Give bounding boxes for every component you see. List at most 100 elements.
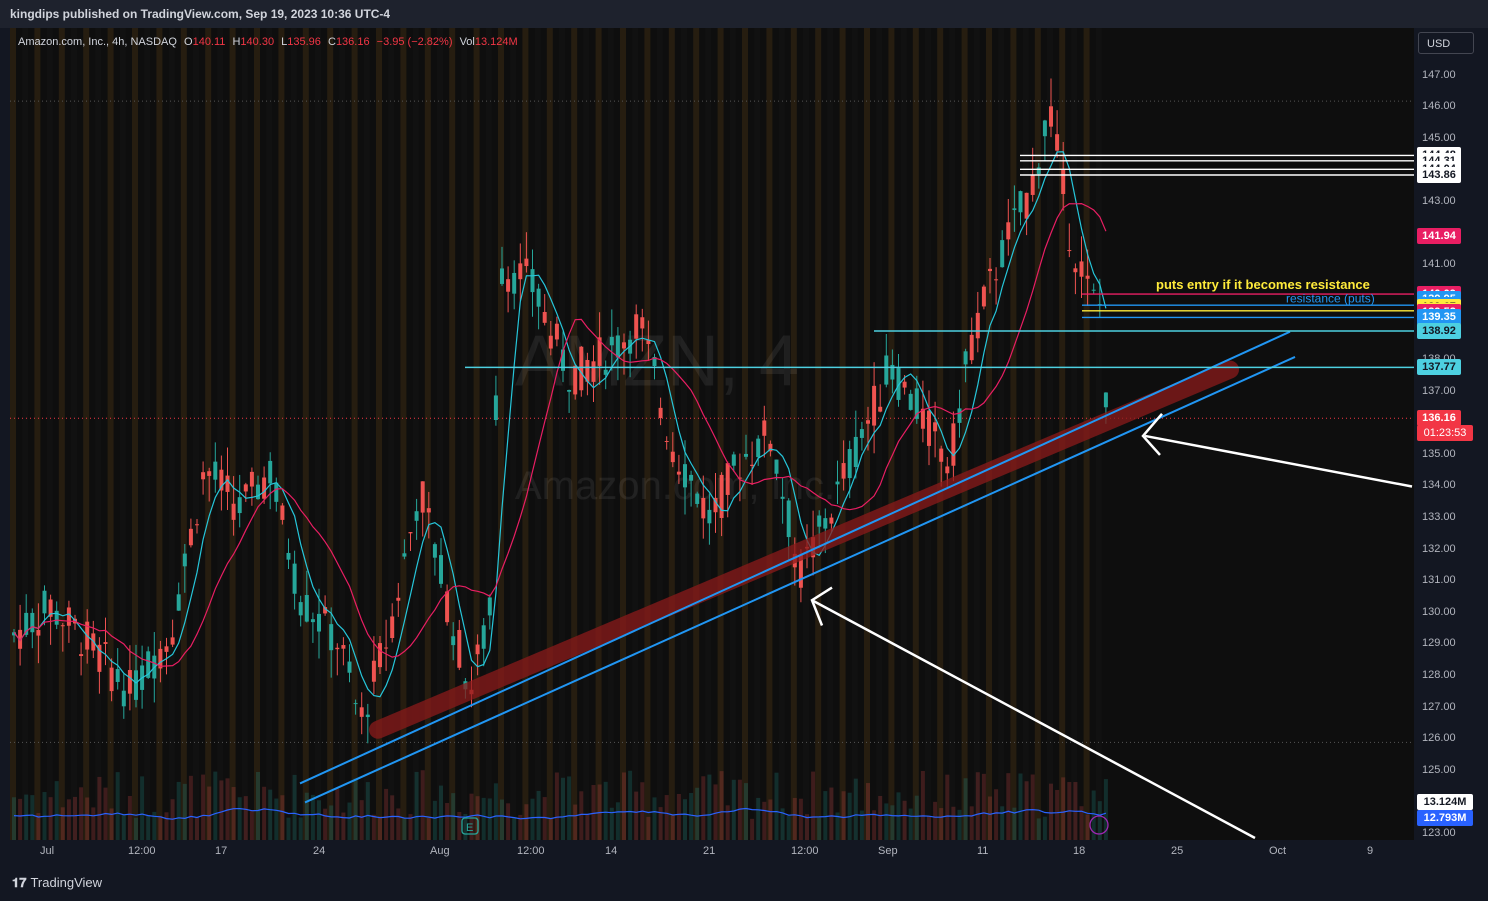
candle-body (134, 670, 138, 700)
volume-bar (1030, 774, 1035, 840)
vol-value: 13.124M (474, 36, 518, 48)
session-stripe (1010, 28, 1017, 840)
volume-bar (634, 791, 639, 840)
volume-bar (475, 796, 480, 840)
puts-entry-annotation: puts entry if it becomes resistance (1156, 277, 1370, 292)
volume-bar (384, 788, 389, 840)
candle-body (561, 349, 565, 371)
price-level-badge: 136.16 (1417, 410, 1461, 427)
volume-bar (1091, 790, 1096, 840)
volume-bar (920, 771, 925, 840)
candle-body (866, 420, 870, 424)
session-stripe (766, 28, 773, 840)
candle-body (512, 272, 517, 294)
session-stripe (34, 28, 41, 840)
candle-body (1067, 250, 1072, 252)
volume-bar (414, 771, 419, 840)
volume-bar (823, 791, 828, 840)
session-stripe (156, 28, 163, 840)
volume-level-badge: 12.793M (1417, 810, 1473, 826)
fast-moving-average-line (13, 151, 1107, 698)
candle-body (872, 385, 877, 426)
candle-body (237, 497, 242, 514)
session-stripe (1047, 28, 1053, 840)
volume-bar (18, 798, 23, 840)
volume-bar (512, 818, 517, 840)
volume-bar (481, 797, 486, 840)
candle-body (24, 612, 29, 635)
volume-bar (207, 786, 212, 840)
volume-bar (561, 777, 565, 840)
candle-body (451, 636, 456, 646)
session-stripe (241, 28, 248, 840)
candle-body (615, 335, 620, 358)
session-stripe (351, 28, 358, 840)
volume-bar (12, 797, 16, 840)
volume-bar (30, 795, 35, 840)
candle-body (670, 451, 675, 463)
price-tick-label: 123.00 (1422, 827, 1456, 839)
slow-moving-average-line (13, 202, 1107, 667)
support-highlight-band (369, 360, 1239, 739)
volume-bar (737, 779, 742, 840)
price-tick-label: 143.00 (1422, 195, 1456, 208)
candle-body (707, 509, 712, 524)
session-stripe (827, 28, 834, 840)
candle-body (994, 279, 999, 281)
candle-body (378, 643, 382, 668)
candle-body (268, 460, 273, 484)
session-stripe (119, 28, 126, 840)
volume-bar (591, 785, 596, 840)
volume-bar (530, 798, 535, 840)
candle-body (1042, 120, 1047, 137)
time-tick-label: 12:00 (791, 845, 819, 857)
volume-bar (750, 818, 755, 840)
open-label: O (184, 36, 193, 48)
candle-body (176, 594, 181, 611)
price-tick-label: 131.00 (1422, 574, 1456, 587)
volume-bar (201, 774, 206, 840)
candle-body (323, 607, 328, 614)
price-tick-label: 129.00 (1422, 637, 1456, 650)
candle-body (524, 258, 529, 267)
volume-bar (121, 814, 126, 840)
session-stripe (876, 28, 883, 840)
volume-bar (853, 778, 858, 840)
low-label: L (281, 36, 288, 48)
publisher-line: kingdips published on TradingView.com, S… (10, 7, 391, 21)
time-tick-label: 24 (313, 845, 326, 857)
session-stripe (327, 28, 334, 840)
time-axis[interactable]: Jul 12:00 17 24 Aug 12:00 14 21 12:00 Sep 11 18 25 Oc… (10, 840, 1414, 864)
price-tick-label: 135.00 (1422, 447, 1456, 460)
volume-bar (317, 800, 321, 840)
volume-bar (335, 788, 340, 840)
session-stripe (1034, 28, 1041, 840)
volume-bar (1079, 806, 1084, 840)
session-stripe (278, 28, 285, 840)
candle-body (121, 690, 126, 707)
candle-body (457, 629, 462, 668)
volume-bar (988, 796, 992, 840)
volume-bar (884, 803, 889, 840)
session-stripe (168, 28, 175, 840)
chart-area[interactable]: AMZN, 4 Amazon.com, Inc. puts entry if it … (10, 28, 1414, 840)
currency-button[interactable]: USD (1418, 32, 1474, 54)
candle-body (347, 661, 352, 673)
tradingview-logo[interactable]: 𝟏𝟕 TradingView (12, 875, 102, 891)
volume-bar (469, 793, 474, 840)
volume-bar (506, 803, 511, 840)
volume-bar (243, 796, 248, 840)
volume-bar (115, 772, 120, 840)
candle-body (493, 395, 498, 420)
candle-body (744, 453, 748, 457)
volume-bar (554, 772, 559, 840)
volume-bar (548, 818, 553, 840)
volume-bar (152, 811, 157, 840)
volume-bar (676, 793, 681, 840)
candle-body (310, 619, 315, 623)
candle-body (54, 610, 59, 625)
session-stripe (144, 28, 151, 840)
volume-bar (359, 800, 364, 840)
volume-bar (371, 814, 376, 840)
